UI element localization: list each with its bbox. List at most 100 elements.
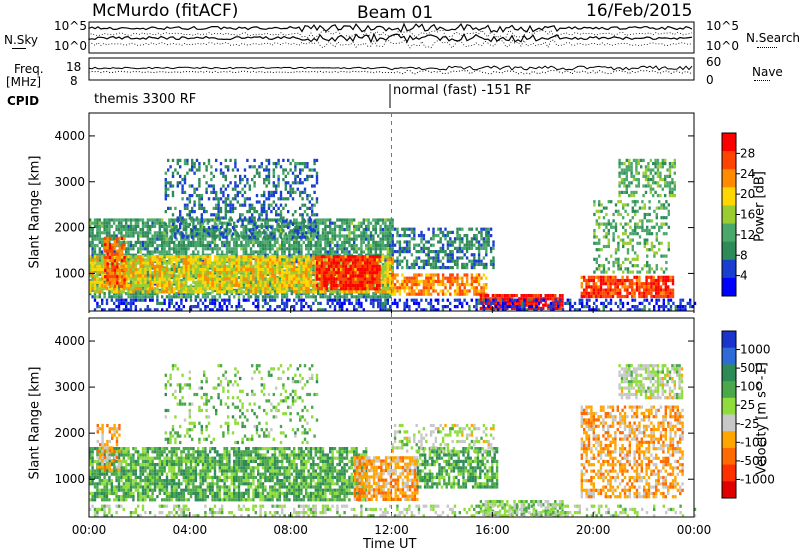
- heatmap-cell: [185, 271, 188, 275]
- heatmap-cell: [167, 181, 170, 185]
- heatmap-cell: [163, 274, 166, 278]
- heatmap-cell: [327, 271, 331, 275]
- heatmap-cell: [144, 292, 147, 296]
- heatmap-cell: [288, 247, 291, 251]
- heatmap-cell: [259, 250, 262, 254]
- heatmap-cell: [285, 280, 289, 284]
- heatmap-cell: [215, 229, 218, 233]
- heatmap-cell: [222, 190, 225, 194]
- nsky-tick-low: 10^0: [54, 39, 87, 53]
- heatmap-cell: [165, 255, 169, 259]
- heatmap-cell: [195, 158, 199, 162]
- heatmap-cell: [434, 250, 438, 254]
- heatmap-cell: [164, 229, 167, 233]
- heatmap-cell: [266, 237, 269, 241]
- heatmap-cell: [350, 247, 353, 251]
- heatmap-cell: [257, 271, 260, 275]
- heatmap-cell: [118, 284, 121, 288]
- heatmap-cell: [132, 218, 135, 222]
- heatmap-cell: [233, 283, 236, 288]
- heatmap-cell: [175, 292, 178, 296]
- heatmap-cell: [116, 281, 119, 285]
- heatmap-cell: [342, 271, 345, 275]
- heatmap-cell: [168, 277, 171, 281]
- heatmap-cell: [113, 287, 116, 291]
- heatmap-cell: [158, 264, 161, 268]
- heatmap-cell: [182, 264, 185, 268]
- heatmap-cell: [288, 274, 291, 278]
- heatmap-cell: [199, 261, 202, 265]
- heatmap-cell: [297, 287, 301, 291]
- heatmap-cell: [403, 234, 406, 238]
- heatmap-cell: [213, 237, 217, 241]
- heatmap-cell: [151, 221, 154, 225]
- heatmap-cell: [283, 274, 286, 278]
- heatmap-cell: [377, 244, 380, 248]
- heatmap-cell: [111, 255, 114, 260]
- heatmap-cell: [103, 228, 106, 232]
- heatmap-cell: [218, 218, 221, 222]
- heatmap-cell: [271, 258, 274, 262]
- heatmap-cell: [197, 271, 200, 275]
- heatmap-cell: [377, 218, 380, 222]
- heatmap-cell: [327, 264, 331, 268]
- heatmap-cell: [285, 267, 289, 272]
- heatmap-cell: [379, 231, 382, 235]
- heatmap-cell: [317, 224, 320, 228]
- heatmap-cell: [451, 266, 454, 270]
- heatmap-cell: [289, 187, 292, 191]
- heatmap-cell: [319, 240, 322, 244]
- heatmap-cell: [104, 275, 107, 279]
- heatmap-cell: [242, 237, 245, 241]
- heatmap-cell: [283, 295, 286, 299]
- heatmap-cell: [243, 190, 247, 194]
- heatmap-cell: [194, 224, 197, 228]
- heatmap-cell: [104, 255, 107, 260]
- heatmap-cell: [245, 228, 248, 232]
- heatmap-cell: [321, 237, 325, 241]
- heatmap-cell: [91, 237, 94, 241]
- heatmap-cell: [300, 274, 303, 278]
- heatmap-cell: [251, 165, 254, 169]
- heatmap-cell: [482, 246, 486, 250]
- heatmap-cell: [305, 261, 308, 265]
- heatmap-cell: [301, 203, 304, 207]
- heatmap-cell: [269, 240, 272, 244]
- heatmap-cell: [223, 283, 226, 288]
- heatmap-cell: [123, 236, 126, 240]
- heatmap-cell: [149, 258, 152, 262]
- heatmap-cell: [115, 224, 118, 228]
- heatmap-cell: [324, 228, 327, 232]
- heatmap-cell: [161, 247, 164, 251]
- heatmap-cell: [282, 168, 285, 172]
- heatmap-cell: [173, 247, 176, 251]
- heatmap-cell: [239, 213, 242, 217]
- heatmap-cell: [252, 264, 255, 268]
- heatmap-cell: [365, 224, 368, 228]
- heatmap-cell: [489, 227, 493, 231]
- heatmap-cell: [193, 171, 196, 175]
- heatmap-cell: [194, 240, 197, 244]
- nsky-panel-frame: [88, 21, 695, 54]
- heatmap-cell: [245, 277, 248, 281]
- heatmap-cell: [146, 277, 149, 281]
- heatmap-cell: [362, 218, 365, 222]
- heatmap-cell: [98, 264, 101, 268]
- heatmap-cell: [482, 256, 486, 260]
- heatmap-cell: [413, 243, 416, 247]
- heatmap-cell: [249, 283, 253, 288]
- heatmap-cell: [312, 234, 315, 238]
- heatmap-cell: [206, 244, 209, 248]
- heatmap-cell: [151, 276, 154, 280]
- heatmap-cell: [168, 290, 171, 294]
- heatmap-cell: [267, 206, 271, 210]
- heatmap-cell: [477, 256, 481, 260]
- heatmap-cell: [302, 261, 305, 265]
- heatmap-cell: [198, 181, 201, 185]
- heatmap-cell: [199, 287, 202, 291]
- heatmap-cell: [125, 258, 128, 262]
- heatmap-cell: [234, 187, 237, 191]
- heatmap-cell: [294, 178, 297, 182]
- heatmap-cell: [209, 266, 212, 270]
